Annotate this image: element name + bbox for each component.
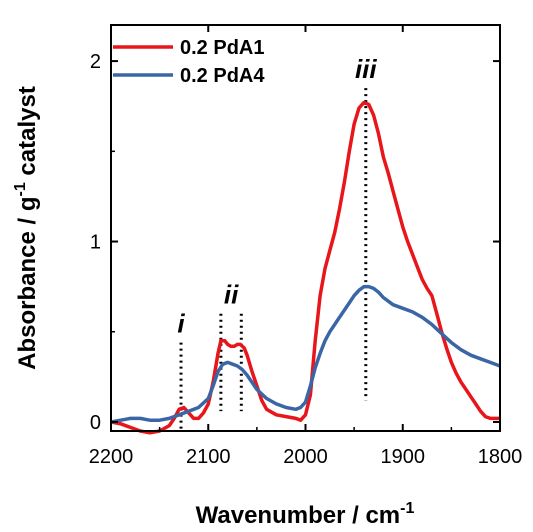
plot-frame [110, 24, 501, 432]
x-tick-label-2200: 2200 [89, 446, 134, 468]
x-tick-label-2100: 2100 [186, 446, 231, 468]
y-axis-title: Absorbance / g-1 catalyst [12, 86, 41, 370]
y-axis-title-text: Absorbance / g [14, 196, 41, 369]
annotation-label-iii: iii [355, 54, 377, 84]
y-tick-label-0: 0 [90, 412, 101, 434]
series-line-pda1 [110, 100, 500, 435]
legend: 0.2 PdA1 0.2 PdA4 [113, 37, 265, 87]
x-tick-label-1900: 1900 [381, 446, 426, 468]
legend-label-pda1: 0.2 PdA1 [180, 37, 264, 59]
y-tick-label-1: 1 [90, 232, 101, 254]
annotation-label-ii: ii [224, 280, 239, 310]
ticks-layer: 2200 2100 2000 1900 1800 0 1 2 [89, 25, 523, 468]
y-axis-title-superscript: -1 [12, 182, 29, 196]
annotation-label-i: i [177, 309, 185, 339]
x-tick-label-2000: 2000 [283, 446, 328, 468]
y-tick-label-2: 2 [90, 51, 101, 73]
x-axis-title: Wavenumber / cm-1 [196, 500, 415, 529]
x-axis-title-superscript: -1 [400, 500, 414, 517]
y-axis-title-end: catalyst [14, 86, 41, 182]
legend-label-pda4: 0.2 PdA4 [180, 65, 265, 87]
x-tick-label-1800: 1800 [478, 446, 523, 468]
series-line-pda4 [110, 284, 501, 424]
x-axis-title-text: Wavenumber / cm [196, 502, 401, 529]
